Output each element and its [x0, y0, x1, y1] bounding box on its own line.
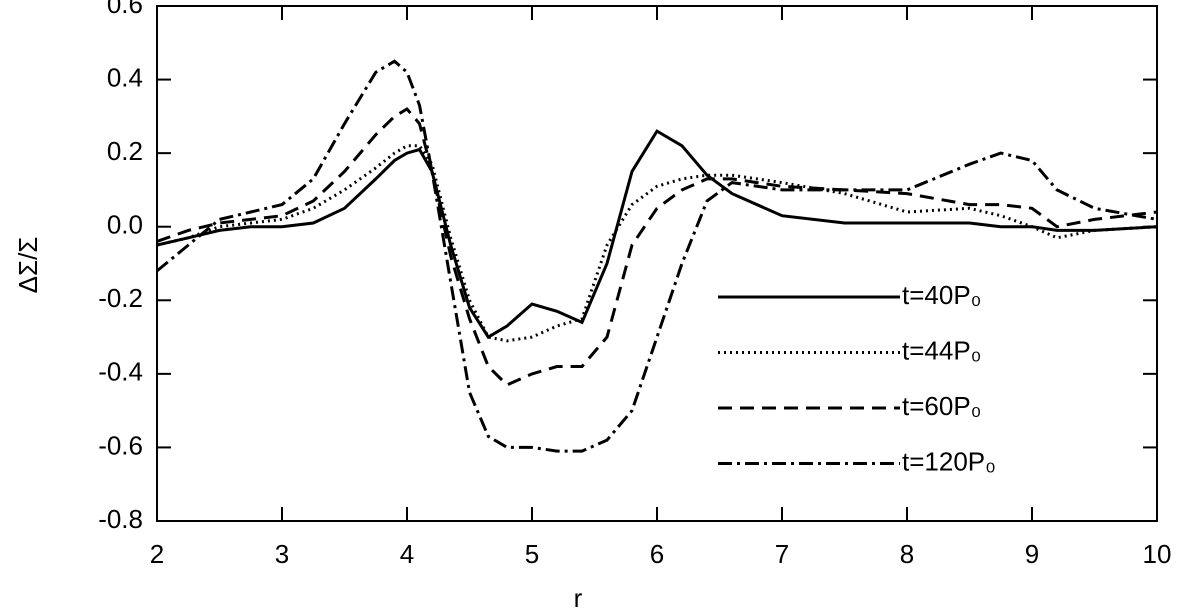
legend-label: t=44P₀ [902, 335, 981, 365]
legend-label: t=40P₀ [902, 280, 981, 310]
series-line [156, 144, 1158, 343]
x-tick-label: 9 [1025, 539, 1039, 569]
x-axis-label: r [574, 583, 583, 613]
x-tick-label: 2 [150, 539, 164, 569]
x-tick-label: 7 [775, 539, 789, 569]
y-tick-label: 0.4 [107, 62, 143, 92]
y-tick-label: 0.2 [107, 136, 143, 166]
x-tick-label: 4 [400, 539, 414, 569]
x-tick-label: 10 [1143, 539, 1172, 569]
legend-label: t=60P₀ [902, 391, 981, 421]
x-tick-label: 8 [900, 539, 914, 569]
y-axis-label: ΔΣ/Σ [13, 237, 43, 294]
y-tick-label: -0.8 [98, 504, 143, 534]
series-line [156, 129, 1158, 340]
x-tick-label: 5 [525, 539, 539, 569]
x-tick-label: 6 [650, 539, 664, 569]
y-tick-label: 0.6 [107, 0, 143, 19]
x-tick-label: 3 [275, 539, 289, 569]
y-tick-label: 0.0 [107, 210, 143, 240]
series-line [156, 107, 1158, 387]
series-line [156, 59, 1158, 453]
y-tick-label: -0.4 [98, 357, 143, 387]
plot-frame [156, 5, 1158, 522]
legend-label: t=120P₀ [902, 446, 996, 476]
y-tick-label: -0.2 [98, 283, 143, 313]
y-tick-label: -0.6 [98, 430, 143, 460]
